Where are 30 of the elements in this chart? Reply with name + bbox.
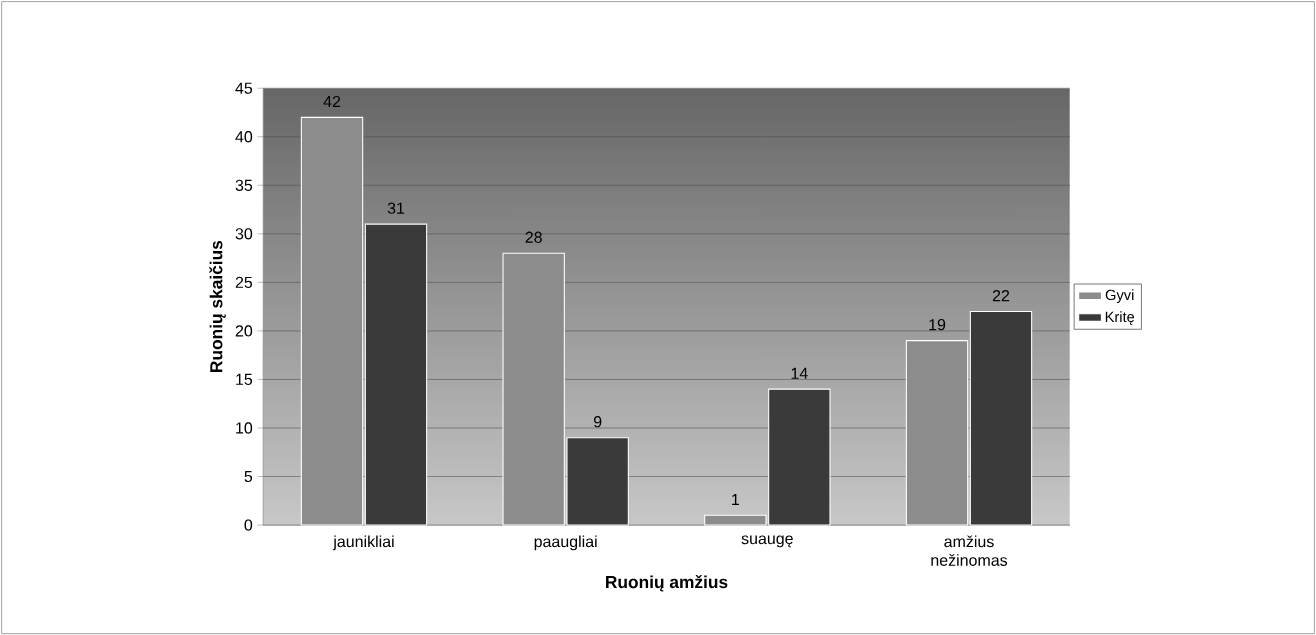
y-tick-label: 5 [244,470,253,482]
data-label: 22 [992,289,1010,302]
x-tick-label: paaugliai [534,535,597,551]
legend-label: Gyvi [1105,289,1134,303]
data-label: 14 [791,367,808,379]
bar [364,223,428,526]
data-label: 28 [525,231,542,243]
data-label: 1 [732,493,740,505]
y-tick-label: 10 [236,422,253,434]
x-tick-label: amžius nežinomas [931,535,1008,566]
data-label: 9 [593,415,602,428]
y-axis-title: Ruonių skaičius [209,240,226,372]
y-tick-label: 15 [236,373,253,385]
x-tick-label: jaunikliai [332,535,394,551]
y-tick-label: 0 [244,519,253,531]
legend-label: Kritę [1105,311,1135,325]
y-tick-label: 20 [235,325,253,337]
y-tick-label: 25 [235,276,253,288]
y-tick-label: 40 [235,130,253,143]
data-label: 42 [323,95,341,107]
x-axis-title: Ruonių amžius [606,574,728,592]
bar [300,116,364,526]
y-tick-label: 45 [235,82,253,94]
bar [905,339,969,526]
data-label: 19 [929,318,946,331]
y-tick-label: 30 [235,228,253,240]
y-tick-label: 35 [235,179,253,191]
bar [969,310,1033,526]
x-tick-label: suaugę [741,535,793,548]
data-label: 31 [387,202,405,214]
